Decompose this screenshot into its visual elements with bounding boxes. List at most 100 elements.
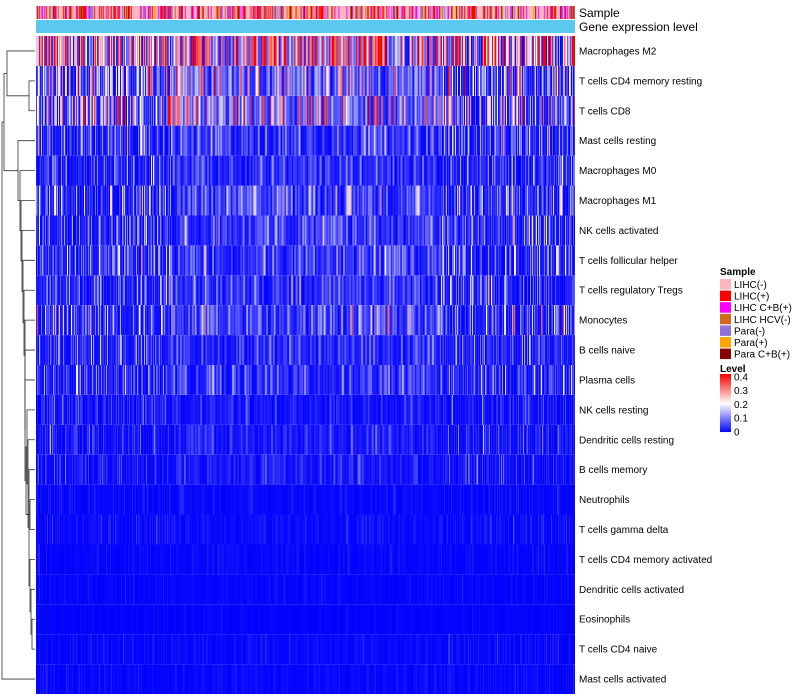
sample-legend-label: LIHC HCV(-) — [734, 315, 791, 326]
sample-legend-swatch — [720, 290, 731, 302]
sample-legend-swatch — [720, 325, 731, 336]
heatmap-row — [36, 394, 575, 425]
level-legend-gradient-step — [720, 414, 731, 416]
level-legend-gradient-step — [720, 387, 731, 389]
row-labels: Macrophages M2 T cells CD4 memory resting… — [579, 46, 712, 685]
heatmap-row — [36, 664, 575, 694]
row-label: NK cells resting — [579, 405, 648, 416]
dendrogram-branch — [21, 230, 35, 292]
row-label: Dendritic cells resting — [579, 435, 674, 446]
level-legend-tick: 0.2 — [734, 400, 748, 411]
sample-legend-label: Para C+B(+) — [734, 350, 790, 361]
row-label: Neutrophils — [579, 495, 630, 506]
annot-label-gene-expression: Gene expression level — [579, 20, 698, 34]
level-legend-title: Level — [720, 364, 746, 375]
row-label: Macrophages M0 — [579, 166, 657, 177]
row-label: Mast cells activated — [579, 675, 666, 686]
heatmap-row — [36, 275, 575, 306]
level-legend-gradient-step — [720, 416, 731, 418]
heatmap-row — [36, 95, 575, 126]
heatmap-row — [36, 514, 575, 545]
dendrogram-branch — [24, 319, 35, 391]
level-legend-gradient-step — [720, 392, 731, 394]
level-legend-gradient-step — [720, 384, 731, 386]
dendrogram-branch — [28, 80, 35, 112]
heatmap-row — [36, 544, 575, 575]
level-legend-gradient-step — [720, 423, 731, 425]
level-legend-gradient-step — [720, 395, 731, 397]
row-label: T cells follicular helper — [579, 256, 678, 267]
level-legend-gradient-step — [720, 381, 731, 383]
level-legend-gradient-step — [720, 430, 731, 432]
row-label: Dendritic cells activated — [579, 585, 684, 596]
annot-label-sample: Sample — [579, 6, 620, 20]
row-label: T cells regulatory Tregs — [579, 286, 683, 297]
level-legend-gradient-step — [720, 409, 731, 411]
level-legend-gradient-step — [720, 403, 731, 405]
level-legend-gradient-step — [720, 379, 731, 381]
sample-legend-label: LIHC(+) — [734, 292, 769, 303]
level-legend-gradient-step — [720, 427, 731, 429]
level-legend-gradient-step — [720, 410, 731, 412]
sample-track — [36, 6, 575, 19]
dendrogram-branch — [23, 289, 35, 356]
heatmap-row — [36, 424, 575, 455]
level-legend-gradient-step — [720, 377, 731, 379]
level-legend-gradient-step — [720, 421, 731, 423]
heatmap-row — [36, 604, 575, 635]
sample-legend-label: Para(+) — [734, 338, 768, 349]
sample-legend-label: LIHC(-) — [734, 280, 767, 291]
level-legend-gradient-step — [720, 422, 731, 424]
heatmap-row — [36, 215, 575, 246]
heatmap-row — [36, 155, 575, 186]
heatmap-row — [36, 634, 575, 665]
heatmap-row — [36, 245, 575, 276]
dendrogram-branch — [29, 499, 35, 530]
level-legend-gradient-step — [720, 376, 731, 378]
level-legend-gradient-step — [720, 382, 731, 384]
level-legend-gradient-step — [720, 412, 731, 414]
sample-legend-swatch — [720, 302, 731, 313]
heatmap-row — [36, 65, 575, 96]
heatmap-row — [36, 305, 575, 336]
level-legend-gradient-step — [720, 383, 731, 385]
row-label: B cells memory — [579, 465, 647, 476]
level-legend-gradient-step — [720, 429, 731, 431]
level-legend-gradient-step — [720, 411, 731, 413]
heatmap-row — [36, 454, 575, 485]
level-legend-gradient-step — [720, 397, 731, 399]
level-legend-gradient-step — [720, 402, 731, 404]
level-legend-gradient-step — [720, 408, 731, 410]
row-label: Macrophages M1 — [579, 196, 657, 207]
level-legend-gradient-step — [720, 389, 731, 391]
row-label: Eosinophils — [579, 615, 630, 626]
level-legend-tick: 0.3 — [734, 386, 748, 397]
row-label: Macrophages M2 — [579, 46, 657, 57]
level-legend-gradient-step — [720, 415, 731, 417]
row-dendrogram — [1, 50, 35, 680]
level-legend-gradient-step — [720, 400, 731, 402]
heatmap-row — [36, 574, 575, 605]
level-legend-gradient-step — [720, 426, 731, 428]
heatmap-row — [36, 365, 575, 395]
level-legend-gradient-step — [720, 390, 731, 392]
heatmap-row — [36, 185, 575, 216]
level-legend-gradient-step — [720, 386, 731, 388]
row-label: T cells CD4 memory activated — [579, 555, 712, 566]
level-legend-gradient-step — [720, 380, 731, 382]
level-legend-gradient-step — [720, 417, 731, 419]
level-legend-gradient-step — [720, 428, 731, 430]
level-legend-gradient-step — [720, 420, 731, 422]
level-legend-tick: 0 — [734, 428, 740, 439]
sample-legend-swatch — [720, 337, 731, 348]
level-legend-gradient-step — [720, 406, 731, 408]
level-legend-gradient-step — [720, 405, 731, 407]
level-legend-gradient-step — [720, 374, 731, 376]
level-legend-gradient-step — [720, 396, 731, 398]
level-legend-gradient-step — [720, 399, 731, 401]
level-legend-gradient-step — [720, 398, 731, 400]
sample-legend-label: Para(-) — [734, 326, 765, 337]
row-label: T cells CD8 — [579, 106, 631, 117]
